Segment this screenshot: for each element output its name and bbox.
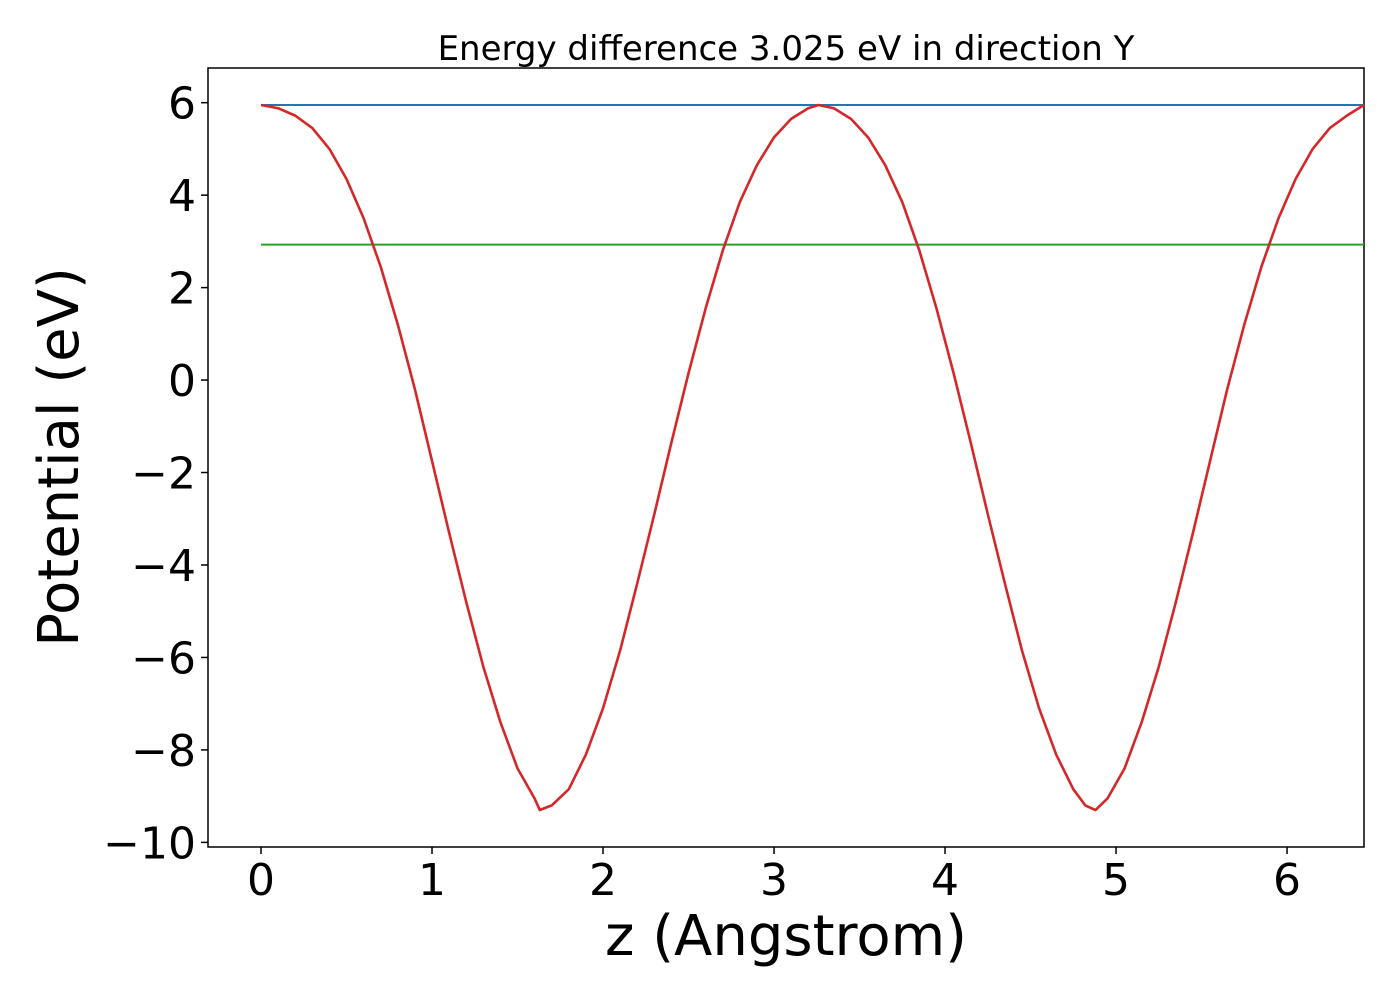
y-tick-label: 0	[168, 356, 196, 407]
y-tick-label: −10	[103, 818, 196, 869]
y-tick-label: 4	[168, 171, 196, 222]
x-tick-label: 6	[1273, 855, 1301, 906]
x-tick-label: 0	[247, 855, 275, 906]
x-tick-label: 5	[1102, 855, 1130, 906]
x-tick-label: 2	[589, 855, 617, 906]
x-tick-label: 1	[418, 855, 446, 906]
x-tick-label: 3	[760, 855, 788, 906]
y-axis-ticks: −10 −8 −6 −4 −2 0 2 4 6	[103, 79, 208, 869]
y-tick-label: 6	[168, 79, 196, 130]
y-tick-label: 2	[168, 264, 196, 315]
y-axis-label: Potential (eV)	[27, 267, 92, 647]
x-axis-ticks: 0 1 2 3 4 5 6	[247, 847, 1301, 906]
chart-title: Energy difference 3.025 eV in direction …	[438, 29, 1135, 69]
x-axis-label: z (Angstrom)	[605, 904, 967, 969]
y-tick-label: −8	[131, 726, 196, 777]
plot-area-frame	[207, 67, 1365, 848]
y-tick-label: −6	[131, 633, 196, 684]
y-tick-label: −2	[131, 449, 196, 500]
x-tick-label: 4	[931, 855, 959, 906]
series-layer	[260, 103, 1365, 812]
y-tick-label: −4	[131, 541, 196, 592]
series-line-3	[260, 103, 1365, 812]
